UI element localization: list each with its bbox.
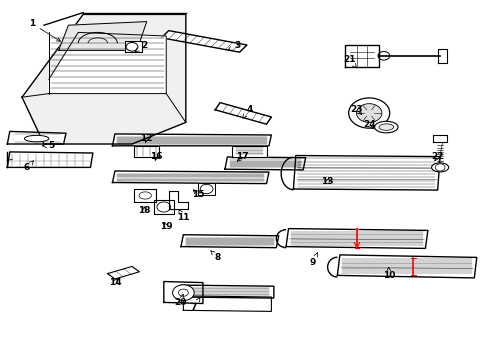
Polygon shape: [124, 41, 142, 52]
Polygon shape: [181, 235, 278, 248]
Ellipse shape: [430, 163, 448, 172]
Text: 17: 17: [235, 152, 248, 161]
Text: 21: 21: [343, 55, 356, 68]
Polygon shape: [107, 266, 139, 279]
Text: 13: 13: [321, 177, 333, 186]
Polygon shape: [344, 45, 378, 67]
Text: 2: 2: [135, 40, 147, 52]
Circle shape: [172, 285, 194, 301]
Ellipse shape: [374, 121, 397, 133]
Polygon shape: [432, 135, 447, 142]
Polygon shape: [134, 146, 159, 157]
Text: 23: 23: [350, 105, 363, 114]
Polygon shape: [285, 229, 427, 248]
Polygon shape: [337, 255, 476, 278]
Text: 4: 4: [242, 105, 252, 118]
Text: 5: 5: [42, 141, 54, 150]
Ellipse shape: [378, 124, 393, 130]
Text: 8: 8: [210, 251, 220, 262]
Polygon shape: [198, 183, 215, 195]
Polygon shape: [7, 131, 66, 144]
Text: 16: 16: [150, 152, 163, 161]
Text: 10: 10: [382, 267, 394, 280]
Polygon shape: [168, 191, 188, 209]
Polygon shape: [437, 49, 447, 63]
Ellipse shape: [24, 135, 49, 142]
Polygon shape: [161, 31, 246, 52]
Text: 11: 11: [177, 210, 189, 222]
Text: 19: 19: [160, 222, 172, 231]
Circle shape: [356, 104, 381, 122]
Polygon shape: [163, 282, 203, 303]
Polygon shape: [154, 200, 173, 214]
Polygon shape: [224, 157, 305, 170]
Text: 20: 20: [174, 294, 187, 307]
Polygon shape: [293, 156, 439, 190]
Text: 24: 24: [362, 120, 375, 129]
Polygon shape: [183, 296, 271, 311]
Text: 6: 6: [24, 161, 34, 172]
Polygon shape: [59, 22, 146, 50]
Text: 3: 3: [227, 40, 240, 50]
Text: 12: 12: [140, 134, 153, 143]
Text: 18: 18: [138, 206, 150, 215]
Text: 9: 9: [309, 253, 317, 267]
Circle shape: [348, 98, 389, 128]
Text: 7: 7: [189, 298, 200, 312]
Polygon shape: [181, 285, 273, 298]
Polygon shape: [7, 152, 93, 167]
Polygon shape: [22, 14, 185, 144]
Polygon shape: [49, 32, 166, 94]
Text: 14: 14: [108, 278, 121, 287]
Polygon shape: [112, 171, 268, 184]
Polygon shape: [232, 146, 266, 157]
Text: 15: 15: [191, 190, 204, 199]
Polygon shape: [112, 134, 271, 146]
Text: 1: 1: [29, 19, 61, 41]
Text: 22: 22: [430, 152, 443, 161]
Polygon shape: [215, 103, 271, 124]
Polygon shape: [134, 189, 156, 202]
